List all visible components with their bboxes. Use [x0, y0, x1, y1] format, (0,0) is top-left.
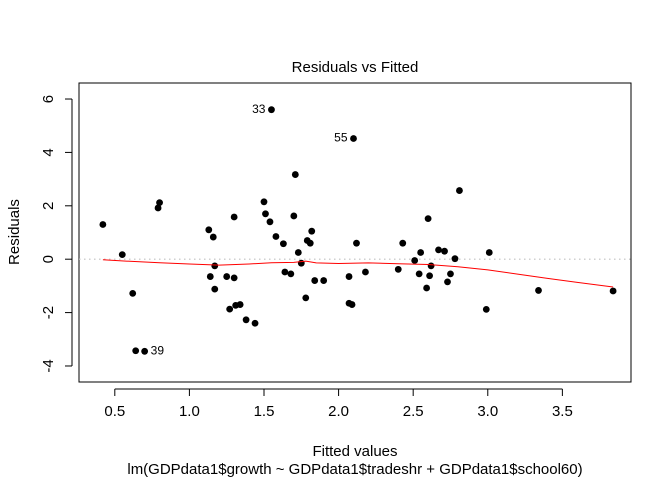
- y-axis-label: Residuals: [6, 199, 23, 265]
- data-point: [279, 240, 287, 248]
- x-axis-label: Fitted values: [312, 443, 397, 460]
- data-point: [268, 106, 275, 114]
- data-point: [297, 259, 305, 267]
- data-point: [236, 301, 244, 308]
- y-tick-label: -2: [40, 306, 57, 319]
- data-point: [427, 262, 435, 270]
- x-tick-label: 0.5: [104, 403, 125, 420]
- data-point: [99, 221, 107, 228]
- data-point: [426, 272, 433, 280]
- data-point: [353, 239, 360, 247]
- data-point: [308, 227, 316, 235]
- data-point: [156, 199, 163, 207]
- data-point: [211, 262, 219, 270]
- outlier-label: 55: [334, 131, 348, 145]
- data-point: [424, 215, 432, 223]
- data-point: [230, 213, 238, 221]
- data-point: [291, 171, 299, 178]
- data-point: [423, 284, 431, 292]
- data-point: [281, 268, 289, 276]
- data-point: [226, 305, 234, 313]
- y-axis: -4 -2 0 2 4 6: [40, 95, 73, 373]
- data-point: [266, 218, 274, 226]
- data-point: [302, 294, 310, 302]
- x-tick-label: 3.5: [552, 403, 573, 420]
- point-labels: 33 55 39: [151, 102, 348, 358]
- data-point: [320, 277, 328, 284]
- data-point: [230, 274, 238, 282]
- data-point: [435, 246, 442, 254]
- data-point: [154, 204, 162, 212]
- data-point: [262, 210, 269, 218]
- data-point: [456, 187, 463, 194]
- data-point: [447, 270, 454, 278]
- y-tick-label: 6: [40, 95, 57, 103]
- data-point: [415, 270, 423, 278]
- data-point: [535, 287, 542, 294]
- data-point: [294, 249, 302, 256]
- y-tick-label: -4: [40, 359, 57, 372]
- chart-title: Residuals vs Fitted: [292, 59, 419, 76]
- data-point: [609, 287, 617, 295]
- data-point: [132, 347, 140, 355]
- data-point: [311, 277, 319, 284]
- data-point: [223, 273, 231, 280]
- outlier-label: 39: [151, 343, 165, 357]
- data-point: [348, 301, 356, 308]
- plot-frame: [78, 82, 632, 383]
- data-point: [417, 249, 425, 256]
- data-point: [141, 347, 149, 355]
- data-point: [129, 289, 137, 297]
- data-point: [260, 198, 268, 206]
- model-formula-label: lm(GDPdata1$growth ~ GDPdata1$tradeshr +…: [127, 461, 582, 478]
- data-point: [242, 316, 250, 324]
- smoother-line: [102, 259, 614, 288]
- y-tick-label: 4: [40, 148, 57, 156]
- y-tick-label: 2: [40, 202, 57, 210]
- data-point: [362, 268, 369, 276]
- x-tick-label: 1.0: [179, 403, 200, 420]
- data-point: [290, 212, 298, 220]
- x-tick-label: 2.0: [328, 403, 349, 420]
- data-point: [411, 257, 419, 264]
- data-point: [272, 233, 280, 240]
- data-point: [441, 247, 448, 255]
- x-axis: 0.5 1.0 1.5 2.0 2.5 3.0 3.5: [104, 388, 573, 420]
- data-points: [99, 106, 617, 355]
- data-point: [345, 273, 353, 280]
- data-point: [206, 273, 214, 280]
- data-point: [306, 239, 314, 247]
- data-point: [394, 265, 402, 273]
- data-point: [451, 255, 459, 263]
- data-point: [399, 239, 407, 247]
- data-point: [287, 270, 295, 278]
- x-tick-label: 3.0: [477, 403, 498, 420]
- data-point: [350, 135, 357, 142]
- data-point: [482, 305, 490, 313]
- data-point: [205, 226, 213, 234]
- x-tick-label: 1.5: [254, 403, 275, 420]
- data-point: [209, 233, 217, 241]
- data-point: [251, 319, 259, 327]
- x-tick-label: 2.5: [403, 403, 424, 420]
- data-point: [118, 251, 126, 259]
- outlier-label: 33: [252, 102, 266, 116]
- data-point: [444, 278, 451, 286]
- data-point: [211, 285, 219, 293]
- data-point: [485, 249, 493, 256]
- y-tick-label: 0: [40, 255, 57, 263]
